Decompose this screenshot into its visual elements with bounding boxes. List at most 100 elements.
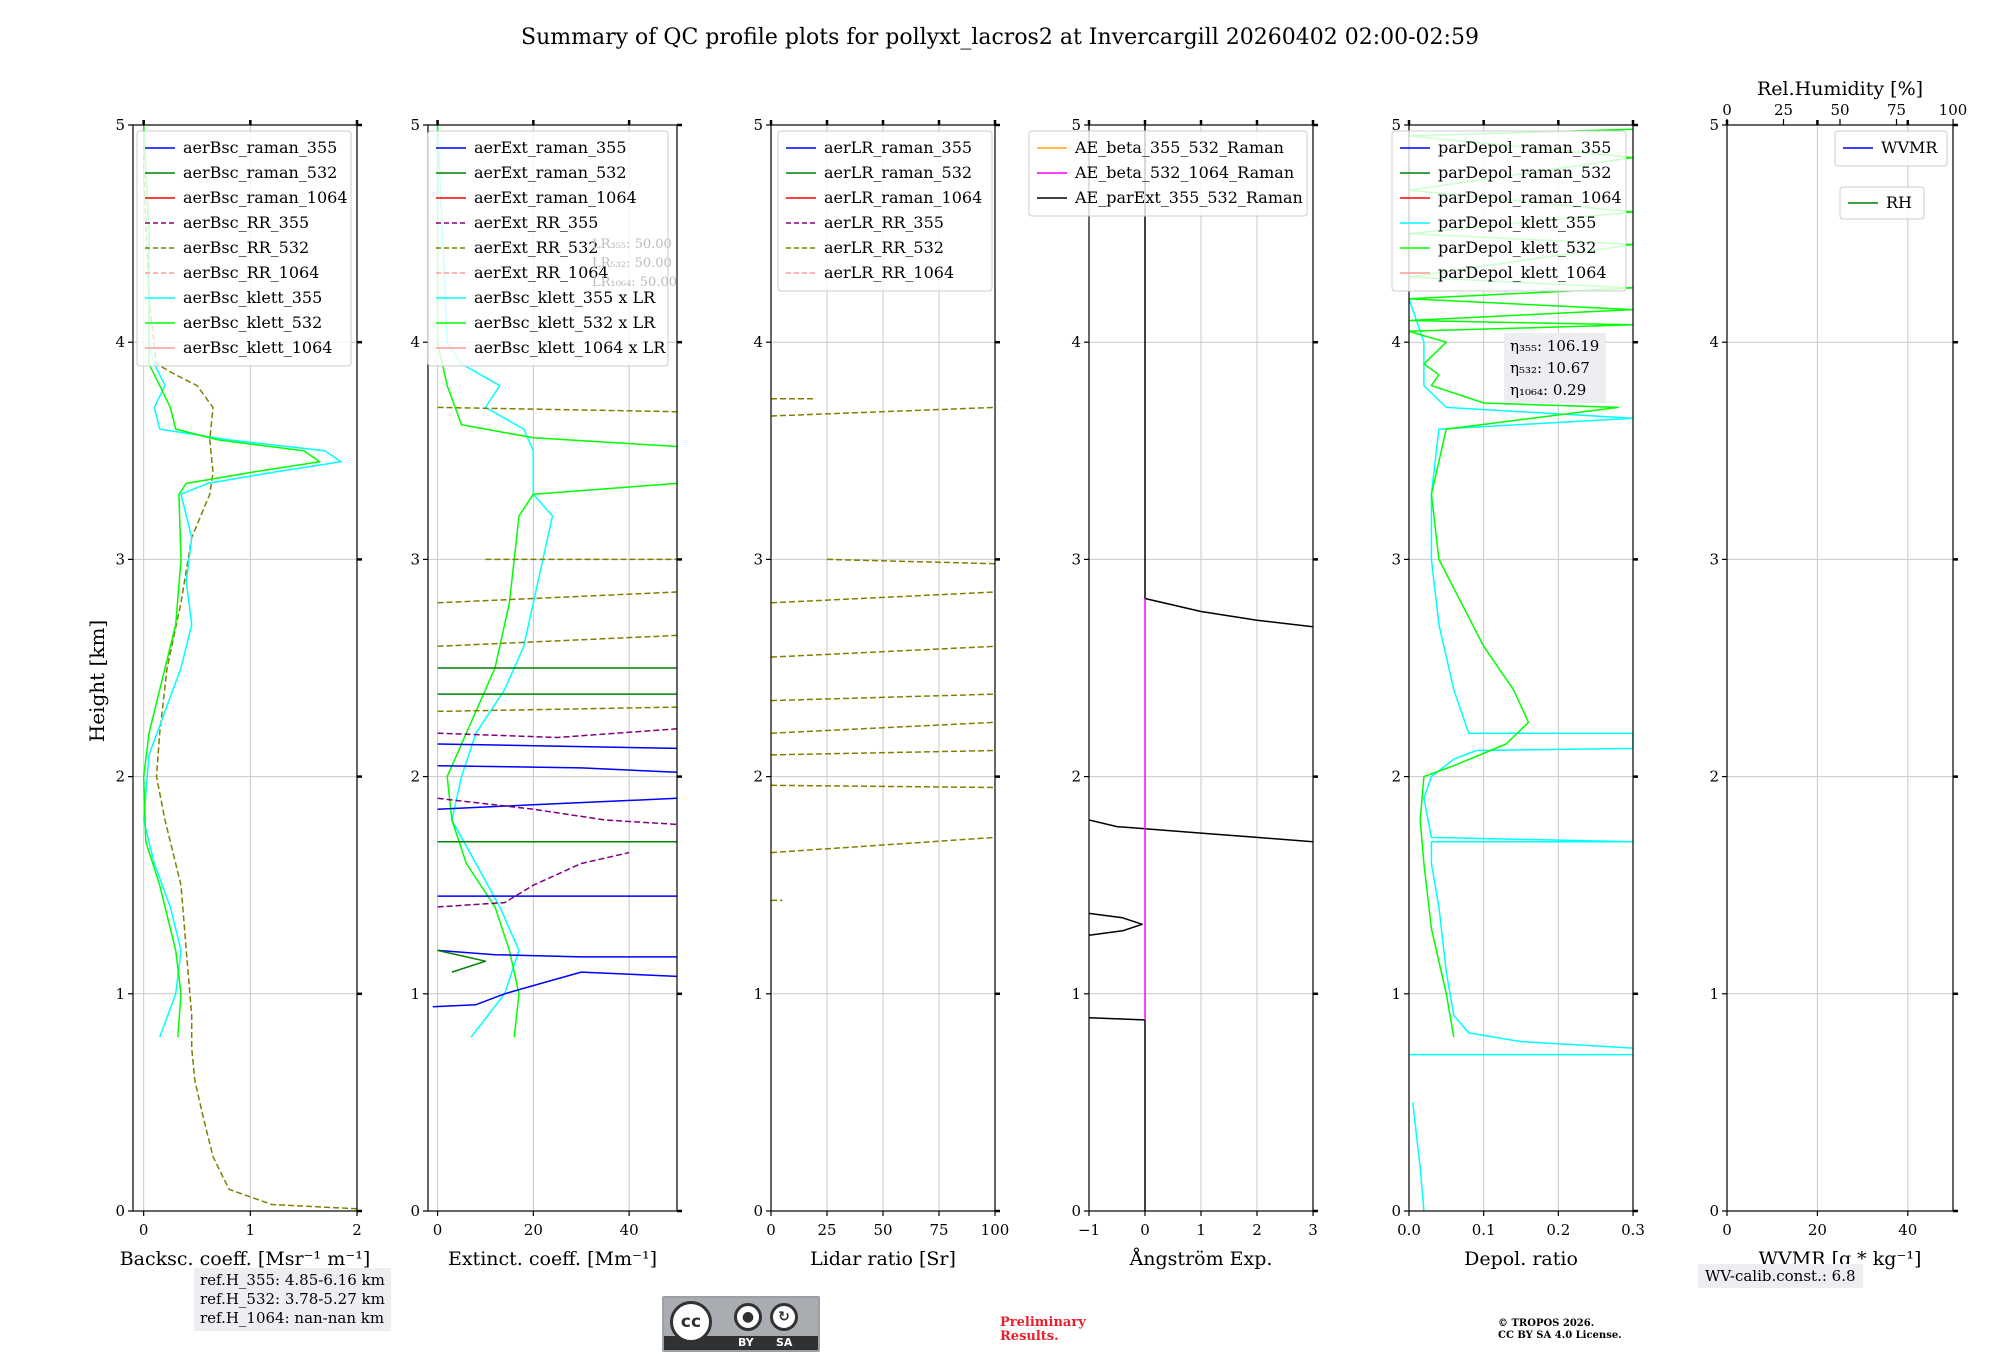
series-aerext-raman-355-e- [437, 764, 677, 774]
y-tick-label: 0 [1391, 1202, 1401, 1220]
y-tick-label: 4 [753, 333, 763, 351]
x-tick-label: 100 [981, 1221, 1010, 1239]
legend-entry: aerLR_raman_355 [824, 138, 972, 157]
x-tick-label: 2 [1252, 1221, 1262, 1239]
y-tick-label: 1 [1071, 985, 1081, 1003]
x-tick-label: 0.2 [1546, 1221, 1570, 1239]
legend-entry: aerBsc_raman_1064 [183, 188, 348, 207]
lr-annotation: LR₅₃₂: 50.00 [592, 256, 672, 271]
axes-frame [427, 124, 678, 1212]
legend2-box [1839, 186, 1925, 220]
y-tick-label: 1 [1391, 985, 1401, 1003]
cc-logo-icon: cc [670, 1301, 712, 1343]
series-pardepol-klett-355 [1411, 1102, 1425, 1211]
top-x-tick-label: 25 [1774, 101, 1793, 119]
y-tick-label: 3 [1709, 550, 1719, 568]
y-tick-label: 1 [410, 985, 420, 1003]
y-tick-label: 5 [115, 116, 125, 134]
y-tick-label: 0 [410, 1202, 420, 1220]
wv-calibration-box: WV-calib.const.: 6.8 [1698, 1264, 1863, 1288]
series-aerext-rr-532-b- [437, 634, 677, 648]
legend-entry: aerBsc_RR_355 [183, 213, 309, 232]
top-x-tick-label: 50 [1830, 101, 1849, 119]
y-axis-label: Height [km] [85, 620, 109, 742]
y-tick-label: 0 [1071, 1202, 1081, 1220]
series-aerlr-rr-532-c- [771, 784, 995, 789]
eta-annotation: η₁₀₆₄: 0.29 [1510, 381, 1586, 399]
attribution-person-icon: ● [734, 1303, 762, 1331]
y-tick-label: 4 [1071, 333, 1081, 351]
legend-entry: aerExt_RR_532 [474, 238, 598, 257]
legend-entry: aerLR_RR_532 [824, 238, 944, 257]
eta-annotation: η₅₃₂: 10.67 [1510, 359, 1590, 377]
series-aerext-rr-532-e- [437, 706, 677, 713]
legend-box [1834, 130, 1948, 167]
legend-entry: aerLR_raman_532 [824, 163, 972, 182]
legend-entry: aerLR_RR_355 [824, 213, 944, 232]
copyright-note: © TROPOS 2026. CC BY SA 4.0 License. [1498, 1318, 1622, 1342]
legend-entry: AE_beta_532_1064_Raman [1074, 163, 1294, 182]
legend-entry: parDepol_raman_355 [1438, 138, 1611, 157]
x-tick-label: 0.1 [1472, 1221, 1496, 1239]
y-tick-label: 5 [753, 116, 763, 134]
eta-annotation: η₃₅₅: 106.19 [1510, 337, 1599, 355]
legend-entry: aerBsc_RR_1064 [183, 263, 319, 282]
legend-entry: aerExt_raman_355 [474, 138, 627, 157]
axes-frame [132, 124, 358, 1212]
x-tick-label: 40 [620, 1221, 639, 1239]
x-tick-label: 0 [433, 1221, 443, 1239]
x-tick-label: −1 [1078, 1221, 1100, 1239]
top-x-axis-label: Rel.Humidity [%] [1757, 78, 1923, 100]
x-tick-label: 40 [1898, 1221, 1917, 1239]
y-tick-label: 2 [1071, 768, 1081, 786]
lr-annotation: LR₁₀₆₄: 50.00 [592, 275, 677, 290]
legend-entry: aerExt_RR_1064 [474, 263, 609, 282]
ref-height-355: ref.H_355: 4.85-6.16 km [200, 1271, 385, 1289]
series-aerlr-rr-532-j- [771, 406, 995, 417]
legend-entry: aerExt_raman_532 [474, 163, 627, 182]
legend-entry: parDepol_klett_355 [1438, 213, 1596, 232]
x-axis-label: Ångström Exp. [1129, 1248, 1273, 1270]
panel-depol: 0 1 2 3 4 5 0.0 0.1 0.2 0.3 Depol. ratio parDepol_r… [1391, 116, 1644, 1270]
preliminary-results-note: Preliminary Results. [1000, 1316, 1086, 1344]
series-aerlr-rr-532-e- [771, 721, 995, 734]
legend-entry: parDepol_klett_532 [1438, 238, 1596, 257]
series-pardepol-klett-355-c- [1409, 298, 1633, 1049]
y-tick-label: 0 [753, 1202, 763, 1220]
ref-height-1064: ref.H_1064: nan-nan km [200, 1309, 385, 1327]
x-tick-label: 0 [766, 1221, 776, 1239]
y-tick-label: 5 [1391, 116, 1401, 134]
x-tick-label: 20 [524, 1221, 543, 1239]
y-tick-label: 5 [1709, 116, 1719, 134]
y-tick-label: 5 [410, 116, 420, 134]
y-tick-label: 4 [115, 333, 125, 351]
legend-box [136, 130, 352, 367]
y-tick-label: 1 [753, 985, 763, 1003]
x-tick-label: 20 [1808, 1221, 1827, 1239]
legend-entry: aerBsc_raman_355 [183, 138, 337, 157]
eta-box [1504, 333, 1606, 403]
legend-entry: aerBsc_klett_1064 x LR [474, 338, 666, 357]
axes-frame [1726, 124, 1954, 1212]
x-tick-label: 0.0 [1397, 1221, 1421, 1239]
legend2-entry: RH [1886, 193, 1912, 212]
legend-entry: AE_parExt_355_532_Raman [1074, 188, 1303, 207]
share-alike-icon: ↻ [770, 1303, 798, 1331]
copyright-line-2: CC BY SA 4.0 License. [1498, 1330, 1622, 1341]
series-aerbsc-klett-532-x-lr [446, 482, 677, 1038]
series-ae-parext-355-532-raman-b- [1089, 912, 1143, 936]
series-aerext-raman-355-b- [437, 949, 677, 958]
legend-entry: parDepol_raman_1064 [1438, 188, 1622, 207]
y-tick-label: 2 [115, 768, 125, 786]
legend-entry: WVMR [1881, 138, 1938, 157]
legend-box [1028, 130, 1308, 217]
legend-entry: aerBsc_klett_1064 [183, 338, 332, 357]
cc-by-label: BY [738, 1336, 754, 1349]
legend-entry: aerBsc_klett_532 [183, 313, 322, 332]
copyright-line-1: © TROPOS 2026. [1498, 1318, 1595, 1329]
y-tick-label: 3 [753, 550, 763, 568]
series-aerlr-rr-532-b- [771, 836, 995, 854]
series-aerext-raman-355 [432, 971, 677, 1008]
series-aerlr-rr-532-i- [826, 558, 995, 565]
